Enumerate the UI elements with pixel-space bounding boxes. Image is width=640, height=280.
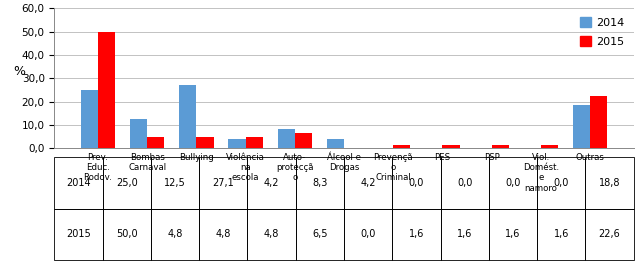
Bar (392, 209, 440, 260)
Bar (327, 139, 344, 148)
Text: 0,0: 0,0 (457, 178, 472, 188)
Bar (147, 137, 164, 148)
Text: 18,8: 18,8 (598, 178, 620, 188)
Text: 4,8: 4,8 (216, 229, 231, 239)
Text: 1,6: 1,6 (554, 229, 569, 239)
Bar (296, 209, 344, 260)
Bar (54, 157, 102, 209)
Text: 1,6: 1,6 (409, 229, 424, 239)
Bar (392, 157, 440, 209)
Bar (537, 209, 586, 260)
Y-axis label: %: % (13, 66, 25, 78)
Bar (98, 32, 115, 148)
Bar (81, 90, 98, 148)
Bar (573, 104, 590, 148)
Bar (102, 157, 151, 209)
Bar (537, 157, 586, 209)
Bar (130, 119, 147, 148)
Bar (248, 209, 296, 260)
Text: 0,0: 0,0 (409, 178, 424, 188)
Bar (151, 157, 199, 209)
Bar (296, 157, 344, 209)
Bar (102, 209, 151, 260)
Text: 8,3: 8,3 (312, 178, 328, 188)
Bar (393, 145, 410, 148)
Bar (492, 145, 509, 148)
Text: 1,6: 1,6 (457, 229, 472, 239)
Text: 4,8: 4,8 (264, 229, 279, 239)
Text: 0,0: 0,0 (505, 178, 520, 188)
Text: 27,1: 27,1 (212, 178, 234, 188)
Bar (440, 209, 489, 260)
Text: 6,5: 6,5 (312, 229, 328, 239)
Text: 1,6: 1,6 (505, 229, 520, 239)
Bar (590, 96, 607, 148)
Text: 50,0: 50,0 (116, 229, 138, 239)
Text: 0,0: 0,0 (554, 178, 569, 188)
Bar (199, 209, 248, 260)
Bar (196, 137, 214, 148)
Bar (54, 209, 102, 260)
Bar (151, 209, 199, 260)
Bar (489, 209, 537, 260)
Bar (278, 129, 295, 148)
Text: 4,2: 4,2 (360, 178, 376, 188)
Text: 4,8: 4,8 (168, 229, 183, 239)
Bar (179, 85, 196, 148)
Bar (295, 133, 312, 148)
Bar (586, 209, 634, 260)
Bar (246, 137, 263, 148)
Text: 2014: 2014 (66, 178, 91, 188)
Bar (489, 157, 537, 209)
Text: 22,6: 22,6 (598, 229, 620, 239)
Bar (199, 157, 248, 209)
Bar (541, 145, 558, 148)
Bar (344, 209, 392, 260)
Bar (248, 157, 296, 209)
Text: 4,2: 4,2 (264, 178, 279, 188)
Text: 12,5: 12,5 (164, 178, 186, 188)
Text: 0,0: 0,0 (360, 229, 376, 239)
Bar (442, 145, 460, 148)
Text: 25,0: 25,0 (116, 178, 138, 188)
Bar (228, 139, 246, 148)
Bar (586, 157, 634, 209)
Text: 2015: 2015 (66, 229, 91, 239)
Bar (344, 157, 392, 209)
Bar (440, 157, 489, 209)
Legend: 2014, 2015: 2014, 2015 (577, 14, 628, 50)
